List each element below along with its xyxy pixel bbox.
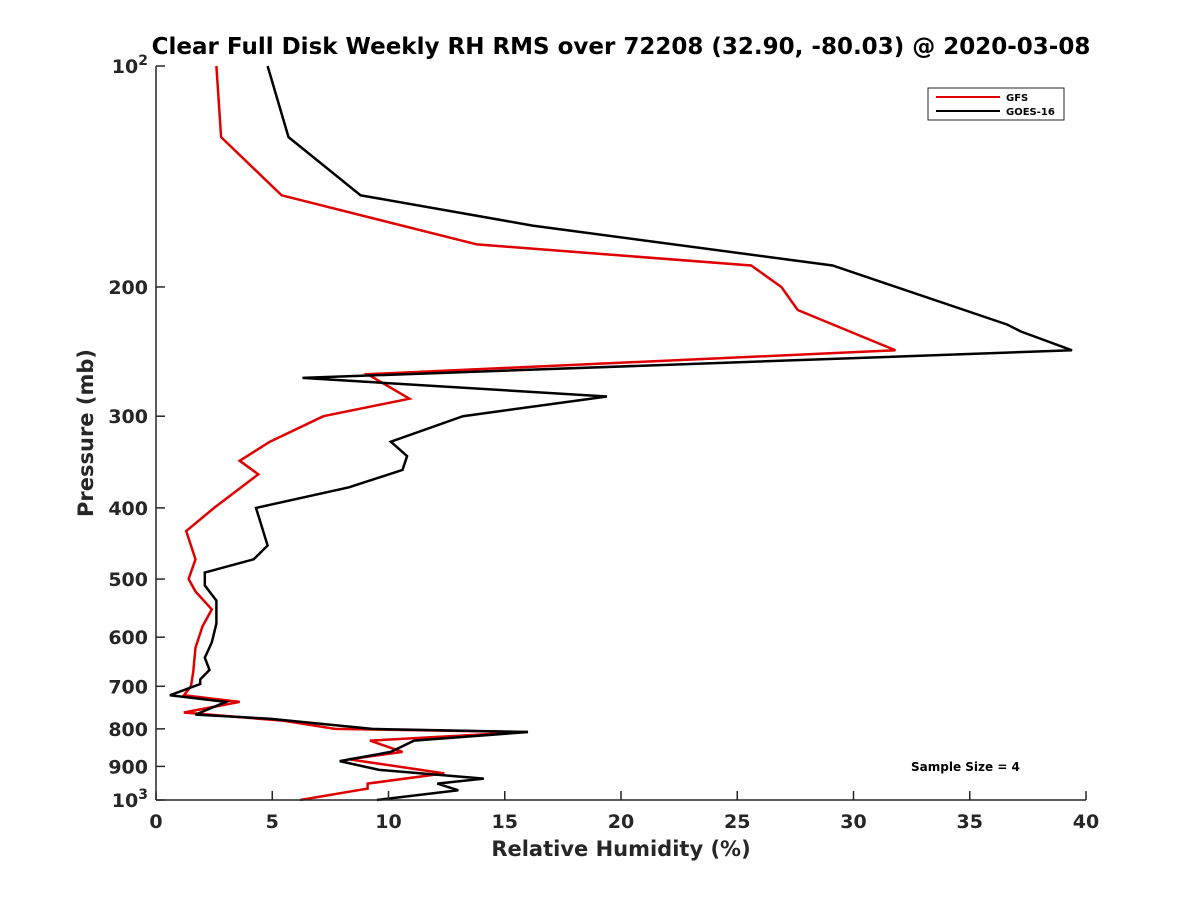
legend-label-goes-16: GOES-16 <box>1006 107 1055 118</box>
legend: GFS GOES-16 <box>927 87 1065 121</box>
series-lines <box>169 65 1073 802</box>
y-tick-label: 400 <box>108 498 148 520</box>
y-tick-label: 700 <box>108 676 148 698</box>
y-tick-label: 800 <box>108 719 148 741</box>
y-tick-label: 900 <box>108 756 148 778</box>
y-tick-label: 500 <box>108 569 148 591</box>
y-tick-label: 102 <box>112 53 148 78</box>
x-axis-label: Relative Humidity (%) <box>491 837 750 861</box>
x-tick-label: 0 <box>149 811 162 833</box>
y-tick-label: 300 <box>108 406 148 428</box>
x-tick-label: 10 <box>375 811 401 833</box>
sample-size-annotation: Sample Size = 4 <box>911 760 1020 774</box>
x-tick-label: 30 <box>840 811 866 833</box>
legend-box <box>927 87 1065 121</box>
y-tick-label: 103 <box>112 787 148 812</box>
x-ticks: 0 5 10 15 20 25 30 35 40 <box>149 791 1099 833</box>
x-tick-label: 15 <box>492 811 518 833</box>
x-tick-label: 5 <box>266 811 279 833</box>
legend-label-gfs: GFS <box>1006 93 1028 104</box>
chart-title: Clear Full Disk Weekly RH RMS over 72208… <box>152 34 1091 60</box>
y-tick-label: 200 <box>108 277 148 299</box>
series-line-goes-16 <box>169 65 1073 802</box>
x-tick-label: 35 <box>957 811 983 833</box>
x-tick-label: 20 <box>608 811 634 833</box>
y-axis-label: Pressure (mb) <box>74 349 98 517</box>
y-tick-label: 600 <box>108 627 148 649</box>
x-tick-label: 25 <box>724 811 750 833</box>
x-tick-label: 40 <box>1073 811 1099 833</box>
y-ticks: 102 200 300 400 500 600 700 800 900 103 <box>108 53 165 812</box>
series-line-gfs <box>181 65 896 802</box>
